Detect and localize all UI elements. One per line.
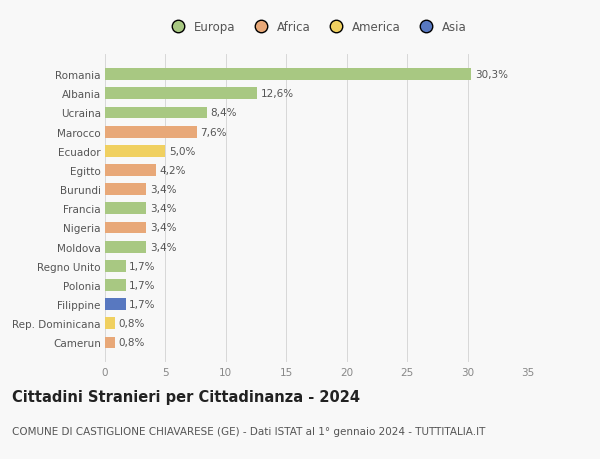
Bar	[105, 318, 115, 330]
Text: 8,4%: 8,4%	[210, 108, 236, 118]
Text: 4,2%: 4,2%	[160, 166, 186, 176]
Bar	[105, 146, 166, 157]
Bar	[105, 107, 206, 119]
Text: 3,4%: 3,4%	[150, 223, 176, 233]
Text: 0,8%: 0,8%	[118, 319, 145, 329]
Text: COMUNE DI CASTIGLIONE CHIAVARESE (GE) - Dati ISTAT al 1° gennaio 2024 - TUTTITAL: COMUNE DI CASTIGLIONE CHIAVARESE (GE) - …	[12, 426, 485, 436]
Bar	[105, 126, 197, 138]
Text: 7,6%: 7,6%	[200, 127, 227, 137]
Bar	[105, 337, 115, 349]
Bar	[105, 88, 257, 100]
Text: 1,7%: 1,7%	[129, 261, 155, 271]
Bar	[105, 260, 125, 272]
Text: 0,8%: 0,8%	[118, 338, 145, 347]
Text: 3,4%: 3,4%	[150, 242, 176, 252]
Legend: Europa, Africa, America, Asia: Europa, Africa, America, Asia	[167, 21, 466, 34]
Bar	[105, 184, 146, 196]
Bar	[105, 280, 125, 291]
Bar	[105, 298, 125, 310]
Bar	[105, 203, 146, 215]
Text: 30,3%: 30,3%	[475, 70, 508, 80]
Text: 3,4%: 3,4%	[150, 204, 176, 214]
Bar	[105, 222, 146, 234]
Text: 1,7%: 1,7%	[129, 299, 155, 309]
Bar	[105, 69, 471, 81]
Bar	[105, 241, 146, 253]
Text: 1,7%: 1,7%	[129, 280, 155, 291]
Text: 5,0%: 5,0%	[169, 146, 196, 157]
Text: 3,4%: 3,4%	[150, 185, 176, 195]
Text: 12,6%: 12,6%	[261, 89, 294, 99]
Text: Cittadini Stranieri per Cittadinanza - 2024: Cittadini Stranieri per Cittadinanza - 2…	[12, 390, 360, 405]
Bar	[105, 165, 156, 177]
